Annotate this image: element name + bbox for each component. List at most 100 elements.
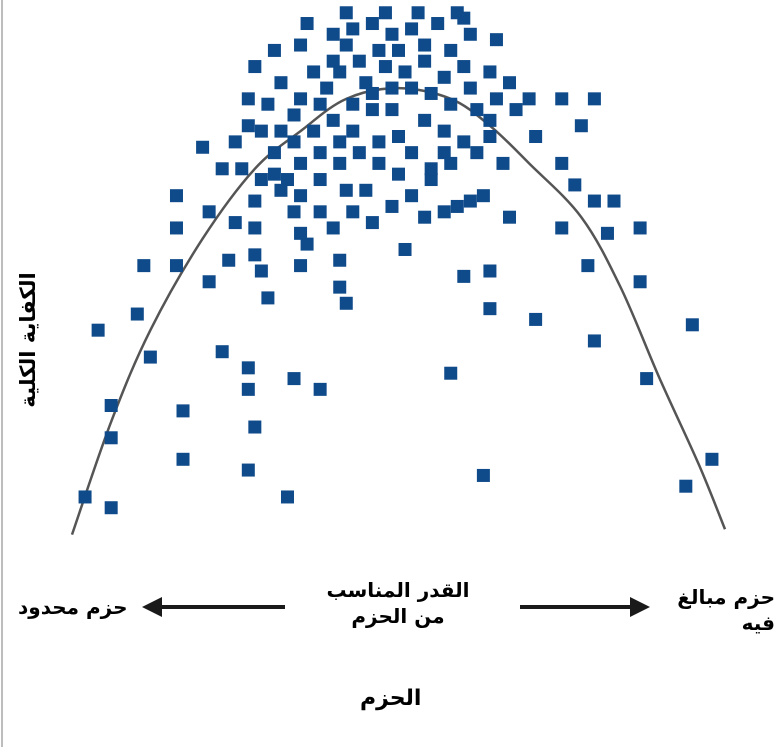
- data-point: [326, 54, 340, 68]
- data-point: [483, 130, 497, 143]
- data-point: [222, 253, 236, 267]
- data-point: [483, 264, 497, 278]
- x-axis-label: الحزم: [360, 686, 422, 711]
- trend-curve: [70, 86, 727, 536]
- data-point: [378, 6, 392, 20]
- data-point: [385, 81, 399, 95]
- data-point: [130, 307, 144, 321]
- data-point: [365, 103, 379, 117]
- data-point: [418, 210, 432, 224]
- data-point: [241, 92, 255, 106]
- data-point: [287, 372, 301, 386]
- data-point: [248, 420, 262, 434]
- data-point: [333, 156, 347, 170]
- data-point: [280, 490, 294, 504]
- data-point: [261, 97, 275, 111]
- data-point: [444, 43, 458, 57]
- data-point: [359, 183, 373, 197]
- data-point: [287, 135, 301, 149]
- data-point: [385, 103, 399, 117]
- data-point: [568, 178, 582, 192]
- data-point: [457, 60, 471, 74]
- data-point: [587, 194, 601, 208]
- data-point: [254, 264, 268, 278]
- data-point: [228, 216, 242, 230]
- data-point: [339, 38, 353, 52]
- data-point: [169, 221, 183, 235]
- data-point: [339, 183, 353, 197]
- data-point: [346, 97, 360, 111]
- data-point: [104, 501, 118, 515]
- data-point: [450, 199, 464, 213]
- data-point: [398, 65, 412, 79]
- data-point: [137, 259, 151, 273]
- data-point: [294, 156, 308, 170]
- data-point: [457, 135, 471, 149]
- data-point: [333, 135, 347, 149]
- data-point: [352, 54, 366, 68]
- data-point: [489, 33, 503, 47]
- data-point: [274, 183, 288, 197]
- data-point: [483, 65, 497, 79]
- data-point: [313, 173, 327, 187]
- data-point: [333, 65, 347, 79]
- data-point: [509, 103, 523, 117]
- data-point: [555, 156, 569, 170]
- data-point: [333, 280, 347, 294]
- data-point: [333, 253, 347, 267]
- data-point: [476, 468, 490, 482]
- data-point: [483, 113, 497, 127]
- data-point: [248, 221, 262, 235]
- data-point: [202, 205, 216, 219]
- data-point: [424, 173, 438, 187]
- data-point: [444, 97, 458, 111]
- data-point: [392, 167, 405, 181]
- data-point: [392, 130, 405, 143]
- data-point: [463, 194, 477, 208]
- y-axis-label: الكفاية الكلية: [16, 272, 40, 408]
- annotation-limited: حزم محدود: [18, 595, 128, 619]
- data-point: [522, 92, 536, 106]
- data-point: [365, 86, 379, 100]
- data-point: [254, 173, 268, 187]
- data-point: [463, 81, 477, 95]
- data-point: [241, 463, 255, 477]
- data-point: [267, 43, 281, 57]
- data-point: [313, 205, 327, 219]
- data-point: [385, 27, 399, 41]
- data-point: [372, 156, 386, 170]
- data-point: [235, 162, 249, 176]
- data-point: [313, 382, 327, 396]
- data-point: [529, 312, 543, 326]
- data-point: [326, 27, 340, 41]
- data-point: [476, 189, 490, 203]
- data-point: [385, 199, 399, 213]
- left-border: [1, 0, 3, 747]
- data-point: [405, 22, 419, 36]
- data-point: [241, 382, 255, 396]
- data-point: [392, 43, 405, 57]
- data-point: [169, 259, 183, 273]
- data-point: [372, 43, 386, 57]
- data-point: [437, 205, 451, 219]
- data-point: [267, 167, 281, 181]
- data-point: [555, 92, 569, 106]
- data-point: [215, 162, 229, 176]
- data-point: [313, 97, 327, 111]
- data-point: [326, 221, 340, 235]
- data-point: [307, 124, 321, 138]
- data-point: [346, 124, 360, 138]
- data-point: [104, 399, 118, 412]
- data-point: [320, 81, 334, 95]
- data-point: [91, 323, 105, 337]
- data-point: [418, 54, 432, 68]
- data-point: [294, 189, 308, 203]
- data-point: [267, 146, 281, 160]
- data-point: [248, 194, 262, 208]
- data-point: [581, 259, 595, 273]
- data-point: [633, 221, 647, 235]
- data-point: [633, 275, 647, 289]
- data-point: [444, 366, 458, 380]
- data-point: [294, 92, 308, 106]
